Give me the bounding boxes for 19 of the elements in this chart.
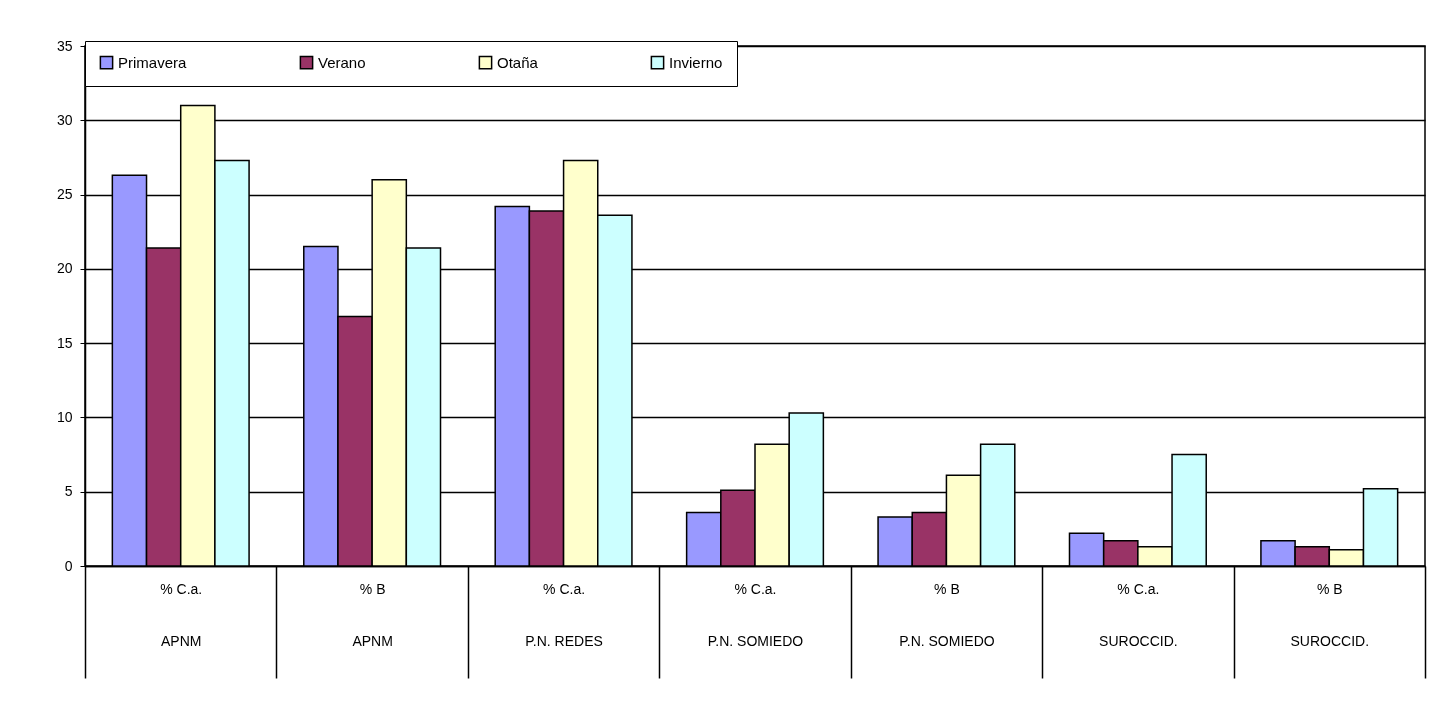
category-label: % C.a. APNM: [160, 580, 203, 649]
category-label: % B P.N. SOMIEDO: [899, 580, 995, 649]
category-label: % C.a. P.N. REDES: [525, 580, 603, 649]
y-tick-label: 0: [64, 557, 73, 574]
y-tick-label: 25: [56, 186, 73, 203]
y-tick-label: 35: [56, 37, 73, 54]
category-label: % C.a. SUROCCID.: [1099, 580, 1178, 649]
category-label: % B APNM: [352, 580, 393, 649]
legend-label: Otaña: [497, 53, 539, 71]
legend-label: Invierno: [669, 53, 723, 71]
category-label: % C.a. P.N. SOMIEDO: [707, 580, 804, 649]
y-tick-label: 10: [56, 408, 73, 425]
y-tick-label: 15: [56, 334, 73, 351]
legend-label: Primavera: [118, 53, 188, 71]
y-tick-label: 20: [56, 260, 73, 277]
legend-label: Verano: [318, 53, 366, 71]
category-label: % B SUROCCID.: [1290, 580, 1370, 649]
y-tick-label: 5: [64, 483, 73, 500]
y-tick-label: 30: [56, 111, 73, 128]
